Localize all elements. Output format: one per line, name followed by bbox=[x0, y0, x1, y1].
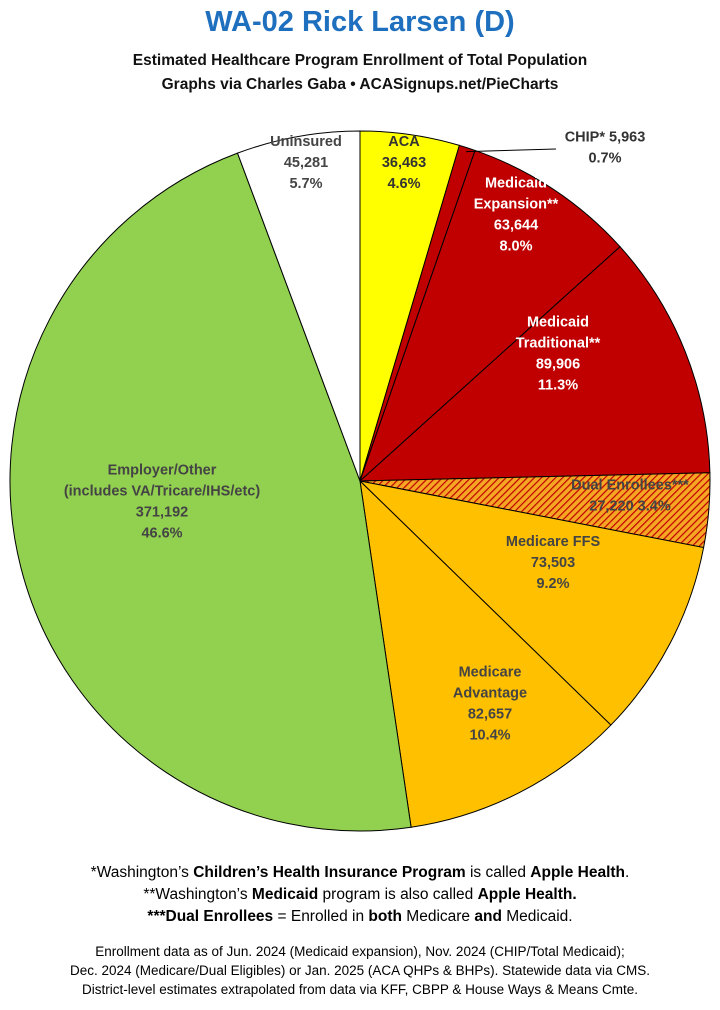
chart-credit: Graphs via Charles Gaba • ACASignups.net… bbox=[161, 76, 559, 93]
slice-label-uninsured: Uninsured 45,281 5.7% bbox=[270, 134, 342, 192]
slice-label-medicaid-expansion: Medicaid Expansion** 63,644 8.0% bbox=[474, 176, 559, 255]
slice-label-line: Medicare bbox=[459, 665, 522, 681]
slice-label-line: 9.2% bbox=[536, 576, 569, 592]
slice-label-line: Dual Enrollees*** bbox=[571, 478, 689, 494]
slice-label-line: 46.6% bbox=[141, 526, 182, 542]
footnote-medicaid: **Washington’s Medicaid program is also … bbox=[143, 886, 577, 903]
pie-slice-uninsured bbox=[236, 130, 361, 482]
slice-label-line: Expansion** bbox=[474, 197, 559, 213]
slice-label-line: CHIP* 5,963 bbox=[565, 130, 646, 146]
slice-label-line: Advantage bbox=[453, 686, 527, 702]
slice-label-line: 45,281 bbox=[284, 155, 328, 171]
pie-slice-medicare-ffs bbox=[358, 480, 705, 726]
source-line-1: Enrollment data as of Jun. 2024 (Medicai… bbox=[95, 944, 625, 959]
chart-subtitle: Estimated Healthcare Program Enrollment … bbox=[132, 52, 588, 69]
pie-slice-medicare-advantage bbox=[359, 479, 612, 828]
slice-label-medicaid-traditional: Medicaid Traditional** 89,906 11.3% bbox=[516, 315, 601, 394]
slice-label-line: 371,192 bbox=[136, 505, 188, 521]
slice-label-line: 10.4% bbox=[469, 728, 510, 744]
slice-label-line: 89,906 bbox=[536, 357, 580, 373]
pie-slice-medicaid-expansion bbox=[359, 149, 621, 482]
footnote-chip: *Washington’s Children’s Health Insuranc… bbox=[90, 864, 630, 881]
slice-label-line: Medicaid bbox=[527, 315, 589, 331]
slice-label-medicare-ffs: Medicare FFS 73,503 9.2% bbox=[506, 534, 601, 592]
slice-label-chip: CHIP* 5,963 0.7% bbox=[565, 130, 646, 167]
slice-label-line: 8.0% bbox=[499, 239, 532, 255]
slice-label-line: (includes VA/Tricare/IHS/etc) bbox=[64, 484, 261, 500]
pie-labels: ACA 36,463 4.6% CHIP* 5,963 0.7% Medicaid Expa… bbox=[64, 130, 689, 744]
footnote-dual: ***Dual Enrollees = Enrolled in both Med… bbox=[147, 908, 573, 925]
slice-label-line: Medicare FFS bbox=[506, 534, 601, 550]
slice-label-line: 73,503 bbox=[531, 555, 575, 571]
slice-label-line: 63,644 bbox=[494, 218, 538, 234]
pie-chart: ACA 36,463 4.6% CHIP* 5,963 0.7% Medicaid Expa… bbox=[9, 130, 711, 832]
slice-label-line: Uninsured bbox=[270, 134, 342, 150]
source-line-2: Dec. 2024 (Medicare/Dual Eligibles) or J… bbox=[70, 963, 650, 978]
slice-label-line: 11.3% bbox=[538, 378, 578, 394]
slice-label-line: 82,657 bbox=[468, 707, 512, 723]
slice-label-line: 36,463 bbox=[382, 155, 426, 171]
chart-title: WA-02 Rick Larsen (D) bbox=[205, 6, 515, 38]
pie-slices bbox=[9, 130, 711, 832]
footnotes: *Washington’s Children’s Health Insuranc… bbox=[0, 862, 720, 928]
slice-label-line: 4.6% bbox=[387, 176, 420, 192]
slice-label-dual-enrollees: Dual Enrollees*** 27,220 3.4% bbox=[571, 478, 689, 515]
slice-label-line: Traditional** bbox=[516, 336, 601, 352]
slice-label-employer-other-includes-va-tricare-ihs-etc: Employer/Other (includes VA/Tricare/IHS/e… bbox=[64, 463, 261, 542]
slice-label-line: 5.7% bbox=[289, 176, 322, 192]
pie-slice-employer-other-includes-va-tricare-ihs-etc bbox=[9, 152, 412, 832]
source-line-3: District-level estimates extrapolated fr… bbox=[82, 982, 638, 997]
slice-label-medicare-advantage: Medicare Advantage 82,657 10.4% bbox=[453, 665, 527, 744]
slice-label-line: Medicaid bbox=[485, 176, 547, 192]
slice-label-line: 0.7% bbox=[588, 151, 621, 167]
chip-leader-line bbox=[466, 148, 557, 153]
slice-label-line: 27,220 3.4% bbox=[589, 499, 671, 515]
source-notes: Enrollment data as of Jun. 2024 (Medicai… bbox=[0, 942, 720, 999]
slice-label-line: Employer/Other bbox=[108, 463, 217, 479]
slice-label-aca: ACA 36,463 4.6% bbox=[382, 134, 426, 192]
pie-slice-medicaid-traditional bbox=[358, 246, 711, 482]
slice-label-line: ACA bbox=[388, 134, 420, 150]
